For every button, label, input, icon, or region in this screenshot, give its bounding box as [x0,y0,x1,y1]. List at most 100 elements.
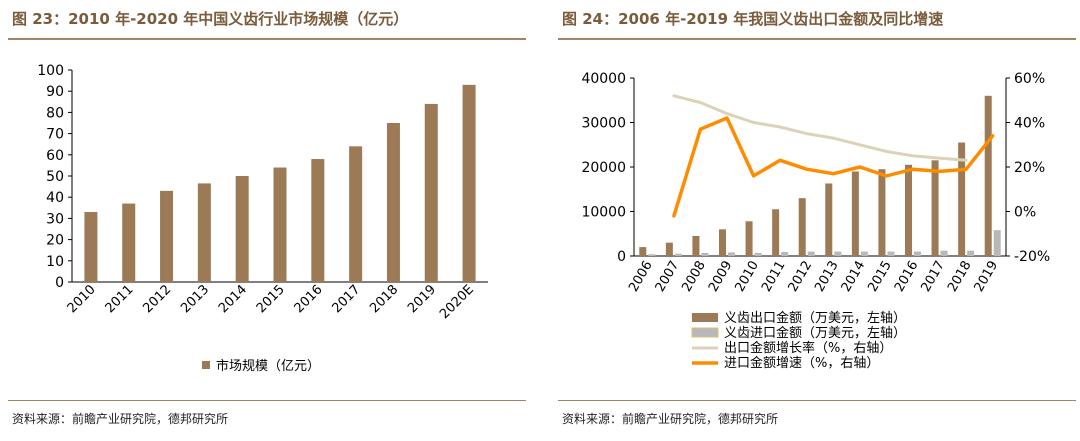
left-figure-panel: 图 23：2010 年-2020 年中国义齿行业市场规模（亿元） 0 10 20 30… [0,0,530,441]
left-y-tick-label: 0 [617,249,626,265]
bar-export [745,221,753,256]
x-tick-label: 2016 [892,259,922,295]
x-tick-label: 2011 [759,259,789,295]
bar-export [692,235,700,256]
bar-export [719,229,726,256]
y-tick-label: 10 [46,254,64,270]
y-tick-label: 100 [37,63,64,79]
x-tick-label: 2017 [918,259,948,295]
line-import-growth-rate [672,116,995,218]
x-tick-label: 2012 [140,282,174,316]
y-tick-label: 30 [46,211,64,227]
legend-label: 进口金额增速（%，右轴） [724,355,879,371]
bar-import [834,251,842,256]
left-y-tick-label: 20000 [581,160,626,176]
x-tick-label: 2008 [679,259,709,295]
bar-import [914,251,921,256]
bar-market-size [122,203,136,282]
bar-export [931,160,939,256]
bar-export [878,169,886,256]
bar-market-size [311,159,325,282]
y-tick-label: 0 [55,275,64,291]
x-tick-label: 2014 [216,282,250,316]
bar-export [905,164,912,256]
left-y-tick-label: 30000 [581,116,626,132]
right-figure-panel: 图 24：2006 年-2019 年我国义齿出口金额及同比增速 0 10000 20… [550,0,1080,441]
right-y-tick-label: 0% [1014,205,1036,221]
bar-export [825,183,833,256]
right-y-tick-label: -20% [1014,249,1050,265]
bar-export [851,171,859,256]
bar-export [772,209,780,256]
x-tick-label: 2019 [972,259,1002,295]
bar-export [798,198,806,256]
x-tick-label: 2010 [732,259,762,295]
legend-label: 义齿出口金额（万美元，左轴） [724,310,906,326]
x-tick-label: 2018 [945,259,975,295]
left-source-note: 资料来源：前瞻产业研究院，德邦研究所 [12,412,229,426]
left-figure-title: 图 23：2010 年-2020 年中国义齿行业市场规模（亿元） [12,10,409,28]
legend-label: 义齿进口金额（万美元，左轴） [724,325,906,341]
bar-market-size [424,103,438,282]
x-tick-label: 2011 [103,282,137,316]
bar-market-size [386,123,400,282]
x-tick-label: 2006 [626,259,656,295]
y-tick-label: 60 [46,148,64,164]
right-source-note: 资料来源：前瞻产业研究院，德邦研究所 [562,412,779,426]
x-tick-label: 2013 [178,282,212,316]
line-export-growth-rate [672,94,968,162]
left-title-rule [8,38,526,40]
right-figure-title: 图 24：2006 年-2019 年我国义齿出口金额及同比增速 [562,10,944,28]
legend-swatch-market-size [202,361,210,369]
x-tick-label: 2009 [706,259,736,295]
x-tick-label: 2015 [865,259,895,295]
y-tick-label: 70 [46,127,64,143]
bar-import [781,251,789,256]
bar-market-size [197,183,211,282]
bar-market-size [462,84,476,282]
bar-export [984,95,992,256]
x-tick-label: 2013 [812,259,842,295]
legend-swatch-import [691,327,719,338]
right-y-tick-label: 40% [1014,116,1045,132]
bar-import [940,250,948,256]
y-tick-label: 20 [46,233,64,249]
legend-swatch-export [692,313,718,322]
x-tick-label: 2019 [405,282,439,316]
right-source-rule [558,400,1076,401]
x-tick-label: 2012 [786,259,816,295]
bar-import [728,252,735,256]
bar-market-size [273,167,287,282]
x-tick-label: 2018 [367,282,401,316]
bar-export [958,142,966,256]
right-y-tick-label: 60% [1014,71,1045,87]
export-import-combo-chart: 0 10000 20000 30000 40000 -20% 0% 20% 40% 60% 2006… [581,71,1050,371]
bar-import [993,230,1001,256]
x-tick-label: 2020E [437,282,477,322]
x-tick-label: 2015 [254,282,288,316]
y-tick-label: 80 [46,105,64,121]
y-tick-label: 40 [46,190,64,206]
y-tick-label: 50 [46,169,64,185]
y-tick-label: 90 [46,84,64,100]
bar-import [674,253,682,256]
left-y-tick-label: 10000 [581,205,626,221]
right-y-tick-label: 20% [1014,160,1045,176]
x-tick-label: 2016 [292,282,326,316]
legend-label-market-size: 市场规模（亿元） [216,358,320,374]
bar-import [860,251,868,256]
bar-market-size [235,176,249,282]
bar-export [639,247,647,256]
bar-export [665,242,673,256]
bar-market-size [84,212,98,282]
left-y-tick-label: 40000 [581,71,626,87]
x-tick-label: 2010 [65,282,99,316]
bar-market-size [349,146,363,282]
bar-import [967,250,975,256]
x-tick-label: 2017 [329,282,363,316]
right-title-rule [558,38,1076,40]
bar-import [807,251,815,256]
bar-market-size [160,190,174,282]
left-source-rule [8,400,526,401]
